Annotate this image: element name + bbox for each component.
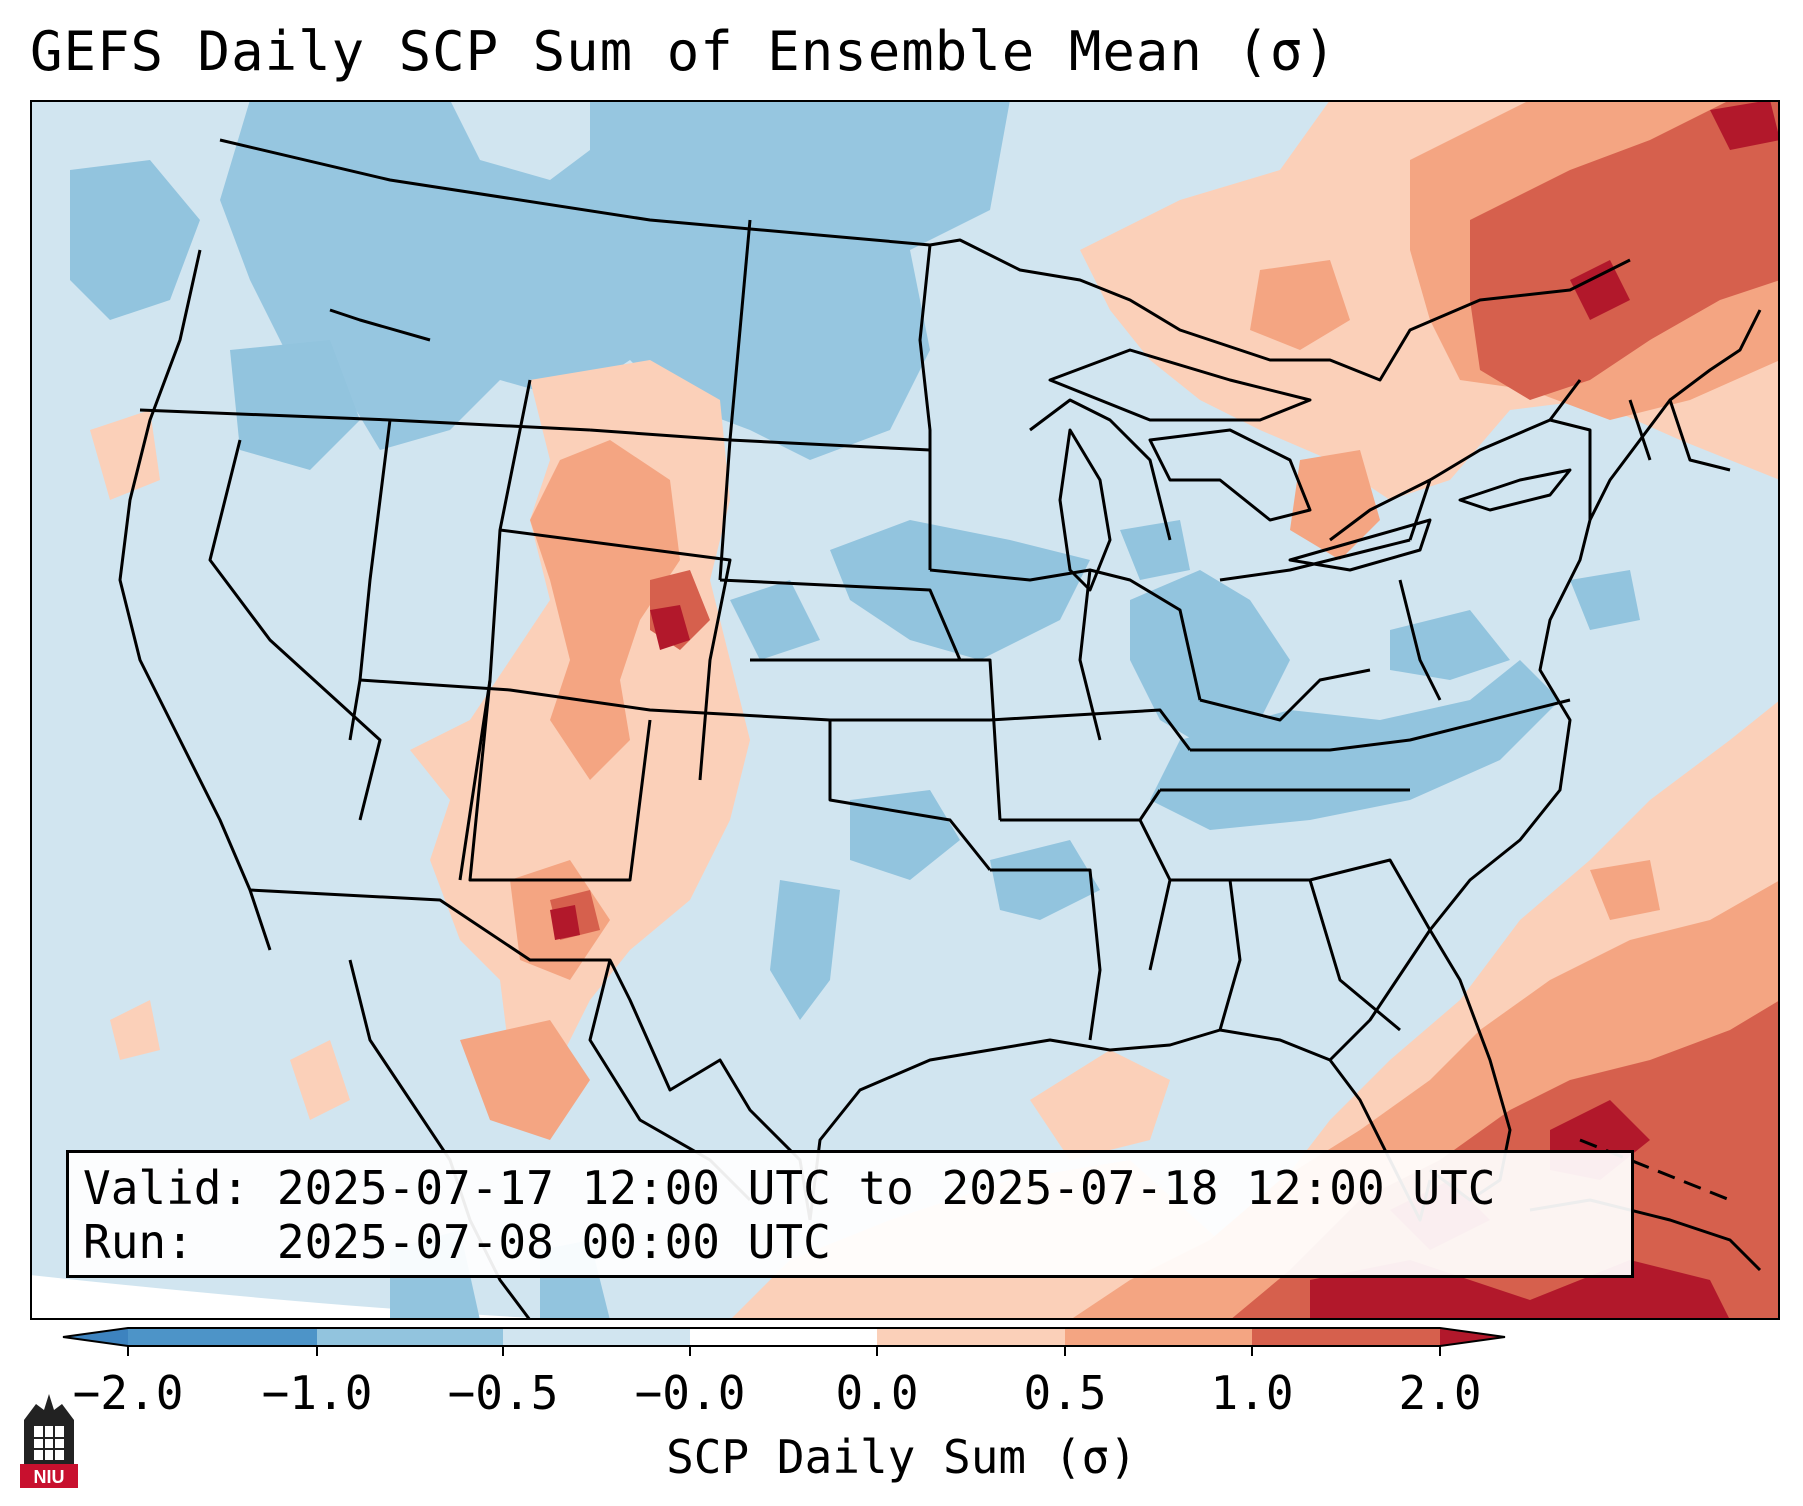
colorbar-bin: [128, 1328, 317, 1346]
colorbar: [62, 1327, 1506, 1356]
projection-edge: [30, 1275, 570, 1320]
colorbar-bin: [1252, 1328, 1440, 1346]
colorbar-extend-high: [1440, 1328, 1505, 1346]
map-panel: [30, 100, 1780, 1320]
valid-value: 2025-07-17 12:00 UTC to 2025-07-18 12:00…: [276, 1161, 1496, 1215]
colorbar-bin: [317, 1328, 503, 1346]
colorbar-bin: [877, 1328, 1065, 1346]
colorbar-tick-label: 1.0: [1210, 1366, 1294, 1420]
run-label: Run:: [83, 1215, 194, 1269]
colorbar-label: SCP Daily Sum (σ): [666, 1430, 1137, 1484]
valid-label: Valid:: [83, 1161, 250, 1215]
valid-run-info-box: Valid: 2025-07-17 12:00 UTC to 2025-07-1…: [66, 1150, 1634, 1278]
colorbar-tick-marks: [127, 1346, 1441, 1356]
run-value: 2025-07-08 00:00 UTC: [276, 1215, 831, 1269]
logo-text: NIU: [34, 1467, 65, 1487]
colorbar-bin: [1065, 1328, 1252, 1346]
colorbar-bins: [62, 1327, 1506, 1347]
negative-anomaly-regions: [70, 100, 1640, 1320]
colorbar-extend-low: [63, 1328, 128, 1346]
colorbar-tick-label: −2.0: [72, 1366, 184, 1420]
colorbar-tick-label: −1.0: [261, 1366, 373, 1420]
colorbar-bin: [690, 1328, 877, 1346]
colorbar-tick-label: 0.0: [835, 1366, 919, 1420]
niu-logo: NIU: [20, 1394, 78, 1488]
colorbar-tick-label: 2.0: [1398, 1366, 1482, 1420]
colorbar-tick-label: 0.5: [1023, 1366, 1107, 1420]
colorbar-tick-label: −0.0: [634, 1366, 746, 1420]
colorbar-bin: [503, 1328, 690, 1346]
colorbar-tick-label: −0.5: [447, 1366, 559, 1420]
boundaries: [118, 138, 1762, 1320]
chart-title: GEFS Daily SCP Sum of Ensemble Mean (σ): [30, 20, 1337, 83]
